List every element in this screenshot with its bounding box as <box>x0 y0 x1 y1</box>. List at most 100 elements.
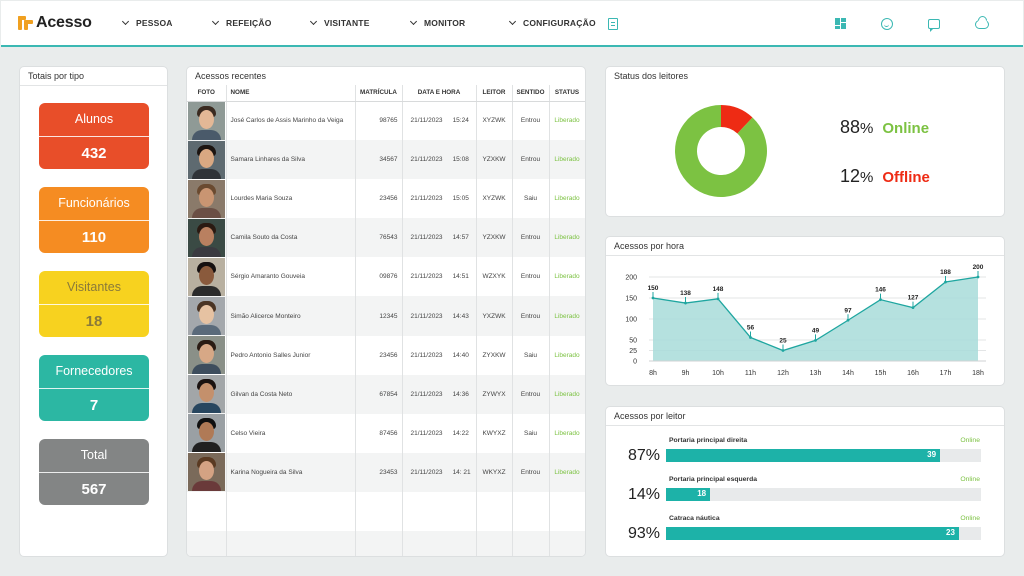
cell-sentido: Saiu <box>512 335 550 375</box>
cell-sentido: Entrou <box>512 140 550 180</box>
y-tick-label: 0 <box>633 359 637 366</box>
leitor-pct: 14% <box>628 486 661 503</box>
col-header[interactable]: MATRÍCULA <box>355 85 403 102</box>
cell-nome: Lourdes Maria Souza <box>226 179 356 219</box>
leitor-bar-value: 39 <box>927 450 937 459</box>
table-row[interactable]: Lourdes Maria Souza 23456 21/11/2023 15:05 X… <box>187 179 585 219</box>
nav-refeicao[interactable]: REFEIÇÃO <box>211 17 272 28</box>
cell-data-hora: 21/11/2023 15:24 <box>402 101 477 141</box>
cell-nome: Samara Linhares da Silva <box>226 140 356 180</box>
cell-hora: 15:05 <box>452 195 469 203</box>
cloud-icon[interactable] <box>975 20 989 29</box>
col-header[interactable]: FOTO <box>187 85 227 102</box>
cell-status: Liberado <box>549 140 585 180</box>
table-row[interactable]: Karina Nogueira da Silva 23453 21/11/2023 1… <box>187 452 585 492</box>
data-point[interactable] <box>879 298 882 302</box>
leitor-name: Portaria principal esquerda <box>669 476 758 483</box>
cell-leitor: WKYXZ <box>476 452 513 492</box>
cell-sentido: Entrou <box>512 374 550 414</box>
cell-nome: Simão Alicerce Monteiro <box>226 296 356 336</box>
cell-data: 21/11/2023 <box>410 195 443 203</box>
tipo-label: Funcionários <box>58 196 130 210</box>
x-tick-label: 14h <box>842 370 854 377</box>
data-label: 25 <box>779 338 787 345</box>
table-header-row: FOTO NOME MATRÍCULA DATA E HORA LEITOR S… <box>187 85 585 102</box>
table-row[interactable]: Pedro Antonio Salles Junior 23456 21/11/20… <box>187 335 585 375</box>
smile-icon[interactable] <box>881 18 893 30</box>
nav-label: MONITOR <box>424 18 466 28</box>
logo-mark-icon <box>18 15 34 31</box>
donut-slice-offline <box>721 105 753 134</box>
cell-data-hora: 21/11/2023 14:51 <box>402 257 477 297</box>
table-row[interactable]: Samara Linhares da Silva 34567 21/11/2023 1… <box>187 140 585 180</box>
nav-monitor[interactable]: MONITOR <box>409 17 466 28</box>
data-point[interactable] <box>911 306 915 310</box>
cell-matricula: 87456 <box>355 413 403 453</box>
table-row[interactable]: Gilvan da Costa Neto 67854 21/11/2023 14:36… <box>187 374 585 414</box>
chat-icon[interactable] <box>928 19 940 32</box>
chevron-down-icon <box>309 17 318 26</box>
nav-configuracao[interactable]: CONFIGURAÇÃO <box>508 17 596 28</box>
cell-sentido: Entrou <box>512 296 550 336</box>
tipo-card-total[interactable]: Total 567 <box>39 439 149 505</box>
tipo-card-visitantes[interactable]: Visitantes 18 <box>39 271 149 337</box>
table-row[interactable]: Simão Alicerce Monteiro 12345 21/11/2023 14… <box>187 296 585 336</box>
leitor-name: Portaria principal direita <box>669 437 748 444</box>
table-row[interactable]: Camila Souto da Costa 76543 21/11/2023 14:5… <box>187 218 585 258</box>
photo-cell <box>187 296 227 336</box>
cell-nome: Gilvan da Costa Neto <box>226 374 356 414</box>
x-tick-label: 8h <box>649 370 657 377</box>
x-tick-label: 18h <box>972 370 984 377</box>
cell-hora: 14:43 <box>452 312 469 320</box>
cell-status: Liberado <box>549 101 585 141</box>
avatar <box>187 101 225 140</box>
data-point[interactable] <box>749 336 752 339</box>
photo-cell <box>187 335 227 375</box>
col-header[interactable]: LEITOR <box>476 85 513 102</box>
data-point[interactable] <box>781 349 785 352</box>
data-point[interactable] <box>976 275 980 279</box>
avatar <box>187 218 225 257</box>
leitor-pct-value: 93 <box>628 525 646 542</box>
cell-matricula: 23456 <box>355 335 403 375</box>
dashboard-grid-icon[interactable] <box>835 18 847 30</box>
col-header[interactable]: NOME <box>226 85 356 102</box>
area-fill <box>653 277 978 361</box>
nav-pessoa[interactable]: PESSOA <box>121 17 173 28</box>
status-leitores-panel: Status dos leitores 88% Online 12% Offli… <box>605 66 1005 217</box>
top-bar: Acesso PESSOA REFEIÇÃO VISITANTE MONITOR… <box>1 1 1023 47</box>
panel-title: Acessos por leitor <box>614 411 686 421</box>
data-point[interactable] <box>684 301 687 305</box>
app-logo[interactable]: Acesso <box>18 14 92 32</box>
tipo-card-alunos[interactable]: Alunos 432 <box>39 103 149 169</box>
data-point[interactable] <box>814 339 817 342</box>
x-tick-label: 17h <box>940 370 952 377</box>
col-header[interactable]: SENTIDO <box>512 85 550 102</box>
cell-data: 21/11/2023 <box>410 312 443 320</box>
data-point[interactable] <box>846 318 850 322</box>
tipo-label: Visitantes <box>67 280 121 294</box>
avatar <box>187 375 225 414</box>
data-point[interactable] <box>651 296 655 300</box>
table-row[interactable]: Celso Vieira 87456 21/11/2023 14:22 KWYXZ Sai… <box>187 413 585 453</box>
data-point[interactable] <box>944 280 947 284</box>
acessos-hora-chart: 0 25 50 100 150 200 150 8h 138 9h 148 10h 56 11h 25 12h… <box>625 264 986 377</box>
tipo-value: 567 <box>39 472 149 505</box>
leitor-bar-track: 23 <box>666 527 981 540</box>
offline-stat: 12% Offline <box>840 166 930 186</box>
table-row[interactable]: José Carlos de Assis Marinho da Veiga 987… <box>187 101 585 141</box>
data-label: 188 <box>940 269 951 276</box>
y-tick-label: 25 <box>629 348 637 355</box>
col-header[interactable]: STATUS <box>549 85 585 102</box>
nav-visitante[interactable]: VISITANTE <box>309 17 370 28</box>
col-header[interactable]: DATA E HORA <box>402 85 477 102</box>
cell-data: 21/11/2023 <box>410 156 443 164</box>
app-name: Acesso <box>36 14 92 31</box>
document-icon[interactable] <box>608 18 618 30</box>
tipo-card-fornecedores[interactable]: Fornecedores 7 <box>39 355 149 421</box>
cell-status: Liberado <box>549 335 585 375</box>
table-row[interactable]: Sérgio Amaranto Gouveia 09876 21/11/2023 14… <box>187 257 585 297</box>
data-point[interactable] <box>716 297 720 301</box>
data-label: 146 <box>875 287 886 294</box>
tipo-card-funcionários[interactable]: Funcionários 110 <box>39 187 149 253</box>
